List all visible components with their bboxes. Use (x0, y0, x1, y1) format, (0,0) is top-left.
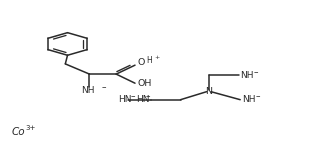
Text: –: – (255, 92, 260, 101)
Text: –: – (130, 92, 135, 101)
Text: HN: HN (136, 95, 149, 104)
Text: –: – (145, 92, 150, 101)
Text: HN: HN (118, 95, 131, 104)
Text: Co: Co (12, 127, 25, 137)
Text: 3+: 3+ (26, 125, 36, 131)
Text: NH: NH (242, 95, 255, 104)
Text: +: + (154, 55, 160, 60)
Text: NH: NH (81, 86, 95, 95)
Text: H: H (147, 56, 152, 65)
Text: O: O (137, 58, 144, 67)
Text: OH: OH (137, 79, 152, 88)
Text: N: N (205, 87, 212, 96)
Text: –: – (101, 83, 106, 92)
Text: –: – (254, 68, 258, 77)
Text: NH: NH (240, 71, 254, 80)
